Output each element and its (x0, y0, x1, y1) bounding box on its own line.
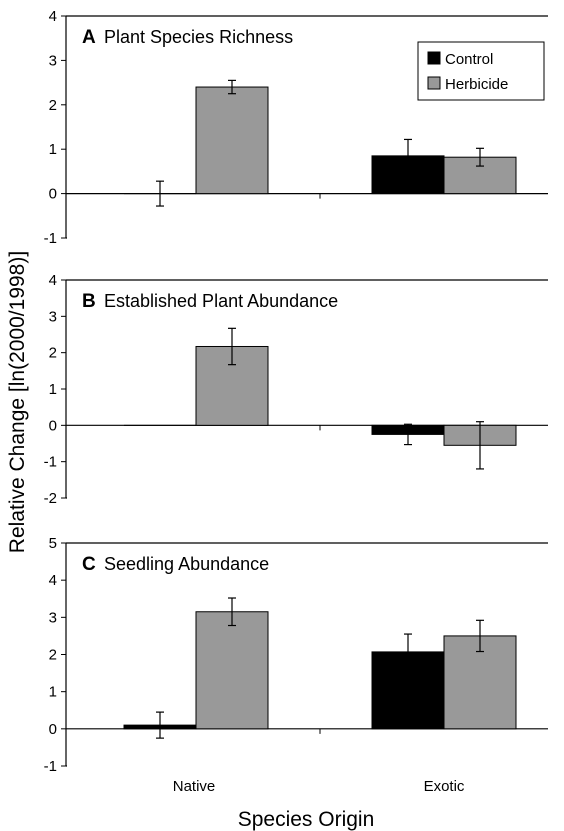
y-tick-label: 0 (49, 417, 57, 434)
y-tick-label: 3 (49, 308, 57, 325)
y-tick-label: 4 (49, 272, 57, 289)
panel-title: Plant Species Richness (104, 27, 293, 47)
panel-title: Seedling Abundance (104, 554, 269, 574)
panel-b: -2 -1 0 1 2 3 4 B Established Plant Abundance (44, 272, 548, 507)
y-tick-label: -1 (44, 758, 57, 775)
y-tick-label: 4 (49, 572, 57, 589)
y-tick-label: 2 (49, 345, 57, 362)
y-tick-label: 0 (49, 721, 57, 738)
x-axis-title: Species Origin (238, 808, 375, 831)
panel-title: Established Plant Abundance (104, 291, 338, 311)
panel-letter: C (82, 554, 96, 575)
y-tick-label: 3 (49, 609, 57, 626)
y-axis-title: Relative Change [ln(2000/1998)] (6, 251, 29, 553)
bar-herbicide-native (195, 86, 269, 195)
y-tick-label: 2 (49, 647, 57, 664)
y-tick-label: 2 (49, 97, 57, 114)
legend-label-herbicide: Herbicide (445, 76, 508, 93)
y-tick-label: -1 (44, 454, 57, 471)
y-tick-label: -2 (44, 490, 57, 507)
legend-label-control: Control (445, 51, 493, 68)
legend-swatch-herbicide (427, 76, 441, 90)
y-tick-label: 1 (49, 381, 57, 398)
x-category-label: Exotic (424, 778, 465, 795)
y-tick-label: 3 (49, 52, 57, 69)
panel-letter: B (82, 291, 96, 312)
x-category-label: Native (173, 778, 216, 795)
y-tick-label: 5 (49, 535, 57, 552)
y-tick-label: 1 (49, 684, 57, 701)
panel-a: -1 0 1 2 3 4 A Plant Species Richness (44, 8, 548, 247)
y-tick-label: 1 (49, 141, 57, 158)
legend-swatch-control (427, 51, 441, 65)
bar-herbicide-exotic (443, 156, 517, 195)
panel-letter: A (82, 27, 96, 48)
y-tick-label: 4 (49, 8, 57, 25)
legend: Control Herbicide (417, 41, 545, 101)
bar-herbicide-native (195, 611, 269, 730)
bar-herbicide-native (195, 345, 269, 426)
y-tick-label: 0 (49, 186, 57, 203)
panel-c: -1 0 1 2 3 4 5 C Seedling Abundance (44, 535, 548, 775)
y-tick-label: -1 (44, 230, 57, 247)
